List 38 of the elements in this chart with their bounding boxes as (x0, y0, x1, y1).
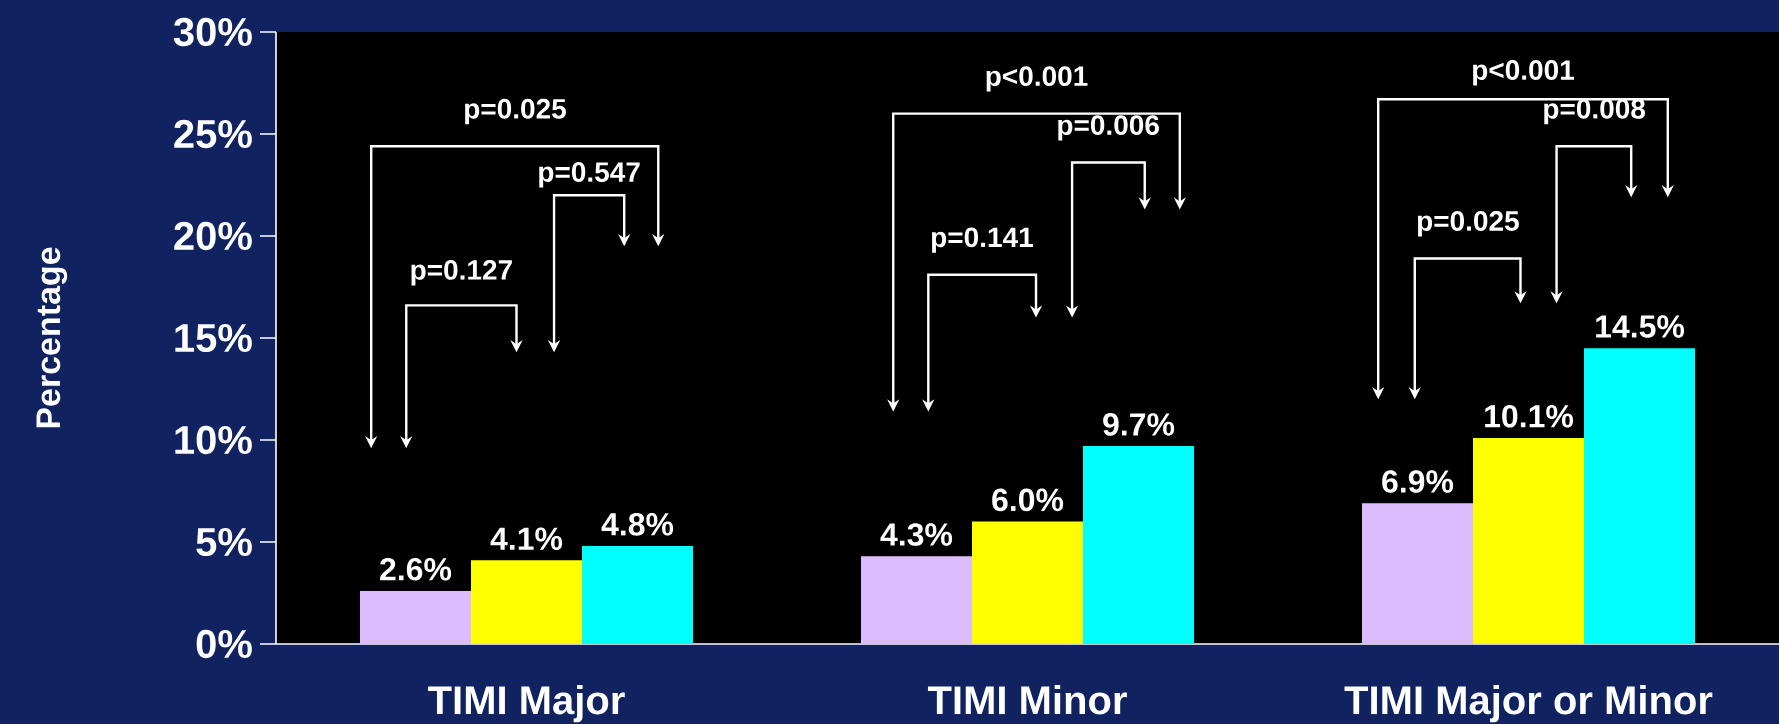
y-tick-label: 5% (196, 527, 252, 557)
y-tick-label: 30% (173, 17, 252, 47)
data-label: 6.0% (992, 488, 1064, 512)
bar (582, 546, 693, 644)
y-tick-label: 0% (196, 629, 252, 659)
annotation: p=0.025 (465, 98, 566, 125)
data-label: 4.1% (490, 527, 563, 550)
annotation: p=0.127 (411, 260, 512, 286)
bar (972, 521, 1083, 644)
y-tick-label: 25% (174, 119, 252, 149)
bar (471, 560, 582, 644)
bar (1473, 437, 1584, 644)
annotation: p<0.001 (1473, 60, 1574, 86)
y-axis-title: Percentage (36, 247, 68, 428)
data-label: 4.8% (601, 513, 674, 536)
y-tick-label: 10% (175, 425, 252, 455)
bar (861, 556, 972, 644)
data-label: 9.7% (1103, 413, 1175, 436)
data-label: 14.5% (1596, 315, 1685, 338)
data-label: 4.3% (880, 523, 953, 546)
x-tick-label: TIMI Major or Minor (1344, 685, 1713, 723)
x-tick-label: TIMI Major (428, 685, 625, 723)
annotation: p=0.141 (932, 227, 1033, 253)
bar (1584, 348, 1695, 644)
data-label: 10.1% (1485, 404, 1574, 428)
data-label: 2.6% (380, 557, 452, 581)
y-tick-label: 15% (175, 323, 252, 353)
x-tick-label: TIMI Minor (927, 685, 1127, 715)
annotation: p<0.001 (986, 66, 1088, 92)
annotation: p=0.547 (539, 162, 640, 188)
bar (1083, 446, 1194, 644)
annotation: p=0.006 (1058, 115, 1159, 141)
y-tick-label: 20% (174, 221, 252, 251)
bar (360, 590, 471, 644)
annotation: p=0.008 (1544, 98, 1646, 125)
annotation: p=0.025 (1417, 211, 1519, 237)
data-label: 6.9% (1382, 470, 1454, 493)
bar (1362, 503, 1473, 644)
